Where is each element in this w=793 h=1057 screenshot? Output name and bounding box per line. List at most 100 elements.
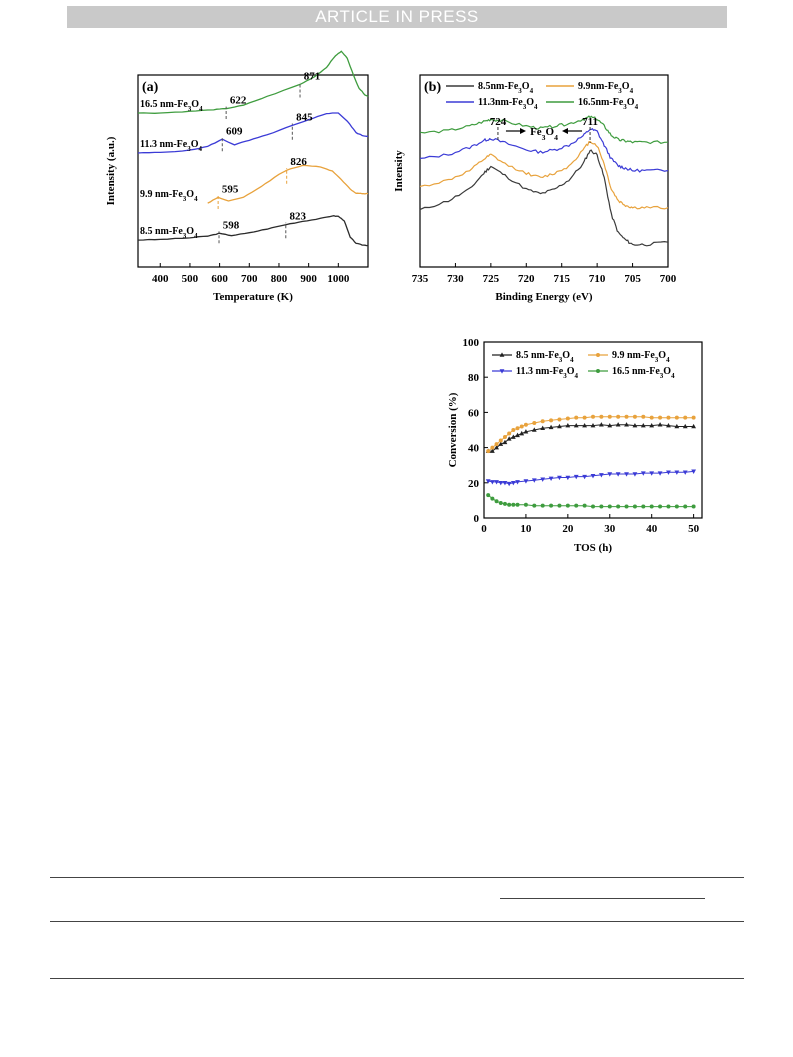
data-point [640, 423, 646, 428]
data-point [591, 504, 595, 509]
data-point [632, 423, 638, 428]
data-point [523, 429, 529, 434]
x-axis-label: Binding Energy (eV) [495, 291, 593, 303]
series-label: 8.5 nm-Fe3O4 [140, 226, 198, 240]
data-point [502, 435, 507, 440]
legend-entry: 16.5nm-Fe3O4 [578, 97, 639, 111]
table-bottom-rule [50, 978, 744, 979]
data-point [511, 502, 516, 507]
y-axis-label: Intensity [393, 150, 405, 192]
data-point [498, 501, 503, 506]
peak-label: 871 [304, 70, 321, 82]
data-point [540, 503, 545, 508]
series-line [137, 215, 369, 247]
data-point [486, 493, 491, 498]
data-point [632, 472, 638, 477]
legend-entry: 8.5 nm-Fe3O4 [516, 350, 574, 364]
x-tick-label: 700 [241, 273, 258, 285]
data-point [596, 369, 600, 373]
data-point [598, 473, 604, 478]
y-tick-label: 100 [463, 337, 480, 349]
data-point [494, 445, 499, 450]
series-line [419, 140, 669, 210]
table-subheader-rule [500, 898, 705, 899]
series-line [419, 149, 669, 247]
data-point [624, 472, 629, 477]
data-point [615, 472, 621, 477]
data-point [557, 475, 562, 481]
data-point [691, 423, 697, 429]
x-tick-label: 20 [562, 523, 574, 535]
series-line [488, 470, 694, 485]
x-tick-label: 30 [604, 523, 616, 535]
data-point [573, 423, 579, 428]
data-point [682, 423, 688, 429]
peak-label: 823 [290, 211, 307, 223]
data-point [523, 479, 529, 484]
data-point [565, 423, 571, 428]
data-point [485, 479, 491, 484]
peak-label: 595 [222, 184, 239, 196]
data-point [632, 504, 637, 509]
x-tick-label: 1000 [327, 273, 350, 285]
data-point [540, 477, 546, 482]
data-point [515, 480, 520, 485]
data-point [499, 352, 505, 357]
data-point [549, 503, 554, 508]
data-point [519, 430, 525, 436]
data-point [598, 422, 604, 427]
data-point [515, 432, 520, 438]
data-point [532, 420, 537, 425]
peak-label: 598 [223, 219, 240, 231]
series-line [419, 115, 669, 145]
x-tick-label: 10 [520, 523, 532, 535]
data-point [548, 476, 554, 481]
x-tick-label: 900 [300, 273, 317, 285]
legend-entry: 8.5nm-Fe3O4 [478, 81, 534, 95]
data-point [674, 504, 679, 509]
data-point [565, 416, 570, 421]
plot-frame [137, 74, 369, 268]
data-point [616, 504, 621, 509]
data-point [607, 472, 613, 477]
y-tick-label: 20 [468, 478, 480, 490]
data-point [616, 414, 621, 419]
chart-conversion: 0 10 20 30 40 50 0 20 40 60 80 100 TOS (h) Conversion… [447, 337, 703, 554]
x-tick-label: 735 [412, 273, 429, 285]
x-tick-label: 710 [589, 273, 606, 285]
data-point [489, 448, 495, 453]
data-point [494, 442, 499, 447]
data-point [582, 474, 588, 480]
data-point [641, 504, 646, 509]
x-tick-label: 705 [624, 273, 641, 285]
data-point [540, 419, 545, 424]
data-point [498, 438, 503, 443]
data-point [658, 415, 663, 420]
series-line [137, 50, 369, 114]
data-point [490, 445, 495, 450]
series-line [487, 416, 694, 452]
data-point [590, 473, 596, 479]
data-point [557, 417, 562, 422]
x-tick-label: 600 [211, 273, 228, 285]
data-point [523, 422, 528, 427]
data-point [506, 436, 512, 441]
x-tick-label: 700 [660, 273, 677, 285]
data-point [682, 470, 688, 475]
peak-label: 724 [490, 116, 507, 128]
data-point [591, 414, 595, 419]
data-point [565, 503, 570, 508]
data-point [531, 427, 537, 432]
data-point [499, 369, 505, 374]
data-point [632, 414, 637, 419]
y-tick-label: 80 [468, 372, 480, 384]
data-point [657, 422, 663, 427]
y-tick-label: 60 [468, 407, 480, 419]
species-label: Fe3O4 [530, 126, 558, 142]
data-point [507, 431, 512, 436]
data-point [489, 480, 495, 485]
data-point [502, 481, 508, 486]
data-point [691, 469, 697, 474]
data-point [649, 415, 654, 420]
x-tick-label: 50 [688, 523, 700, 535]
